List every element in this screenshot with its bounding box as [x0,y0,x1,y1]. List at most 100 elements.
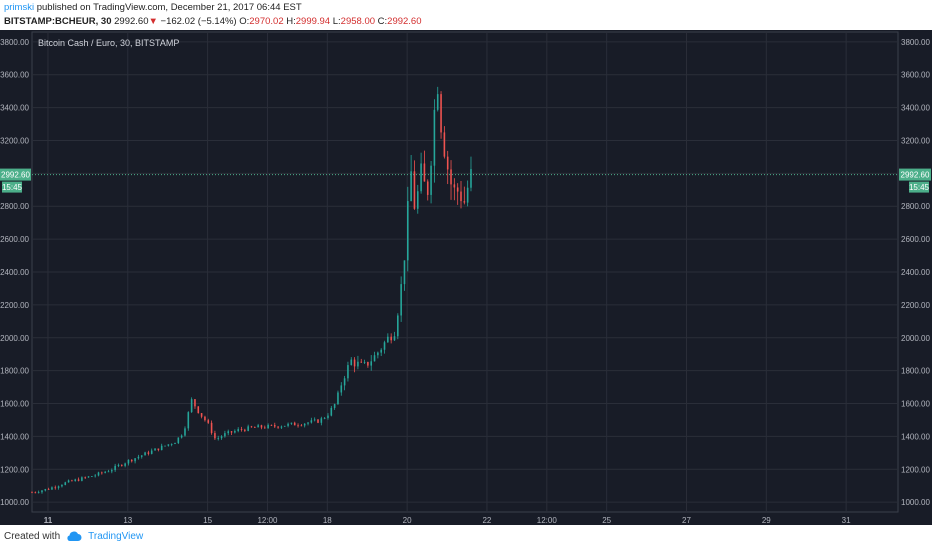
y-tick-label-left: 1000.00 [0,498,29,507]
high-value: 2999.94 [295,16,331,27]
y-tick-label-right: 1800.00 [901,367,930,376]
y-tick-label-left: 3400.00 [0,104,29,113]
candle-body [247,426,249,431]
candle-body [97,472,100,476]
x-tick-label: 22 [482,516,491,525]
candle-body [57,486,60,488]
candle-body [293,422,296,426]
candle-body [343,378,346,386]
y-tick-label-left: 1200.00 [0,465,29,474]
candle-body [130,459,133,462]
candle-body [347,365,349,379]
countdown-label-right: 15:45 [909,183,930,192]
candle-body [430,165,432,195]
y-tick-label-left: 2600.00 [0,235,29,244]
x-tick-label: 27 [682,516,691,525]
candle-body [207,420,210,423]
candle-body [350,359,353,366]
candle-body [257,425,259,428]
y-tick-label-right: 3200.00 [901,136,930,145]
candle-body [147,452,150,454]
candle-body [406,201,409,261]
candle-body [297,425,299,427]
price-chart[interactable]: 1000.00 1000.00 1200.00 1200.00 1400.00 1400.… [0,30,932,525]
y-tick-label-left: 2800.00 [0,202,29,211]
y-tick-label-right: 2600.00 [901,235,930,244]
candle-body [333,404,336,408]
published-text: published on TradingView.com, December 2… [34,2,302,13]
x-tick-label: 15 [203,516,212,525]
high-label: H: [286,16,296,27]
candle-body [244,429,246,431]
candle-body [224,433,226,437]
open-label: O: [239,16,250,27]
candle-body [307,422,309,424]
candle-body [277,426,279,428]
candle-body [61,484,63,487]
candle-body [120,464,123,466]
x-tick-label: 29 [762,516,771,525]
candle-body [383,342,386,350]
candle-body [81,477,83,481]
candle-body [227,431,230,434]
candle-body [197,406,200,414]
candle-body [127,459,130,464]
y-tick-label-right: 3600.00 [901,71,930,80]
chart-title: Bitcoin Cash / Euro, 30, BITSTAMP [38,38,179,48]
candle-body [117,464,120,466]
candle-body [403,260,406,285]
candle-body [397,315,399,337]
candle-body [287,423,289,426]
candle-body [204,416,206,421]
candle-body [101,472,103,474]
candle-body [446,156,449,170]
candle-body [313,419,316,421]
candle-body [54,487,57,489]
candle-body [453,184,456,188]
candle-body [111,470,113,472]
candle-body [154,448,156,451]
candle-body [270,424,273,426]
candle-body [41,490,43,493]
candle-body [240,429,243,430]
candle-body [400,284,402,316]
candle-body [184,428,186,436]
candle-body [410,171,412,202]
candle-body [190,399,193,413]
x-tick-label: 11 [44,516,53,525]
candle-body [300,425,303,427]
last-price-label-bg-right [899,168,931,181]
candle-body [150,450,153,454]
x-tick-label: 18 [323,516,332,525]
last-price-label-left: 2992.60 [1,171,30,180]
candle-body [164,445,166,447]
author-link[interactable]: primski [4,2,35,13]
candles [31,86,472,494]
candle-body [144,452,146,456]
candle-body [124,463,126,466]
created-with-text: Created with [4,531,61,542]
candle-body [250,426,253,428]
candle-body [377,352,379,356]
y-tick-label-left: 2200.00 [0,301,29,310]
candle-body [433,109,436,166]
tradingview-link[interactable]: TradingView [88,531,144,542]
candle-body [104,471,106,473]
candle-body [290,422,293,424]
candle-body [210,422,213,434]
candle-body [443,132,446,157]
candle-body [320,418,323,423]
candle-body [416,191,419,209]
candle-body [310,420,313,423]
candle-body [71,480,73,482]
candle-body [463,201,466,203]
x-tick-label: 13 [123,516,132,525]
candle-body [317,419,319,423]
candle-body [160,445,163,451]
candle-body [360,361,363,363]
candle-body [280,426,283,428]
x-tick-label: 25 [602,516,611,525]
candle-body [94,475,96,477]
y-tick-label-left: 1800.00 [0,367,29,376]
countdown-bg-right [909,181,929,193]
